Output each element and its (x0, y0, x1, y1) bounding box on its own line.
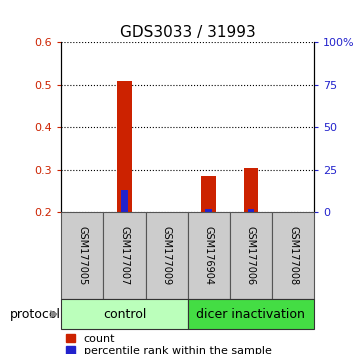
Text: control: control (103, 308, 146, 321)
Bar (248, 209, 254, 212)
Text: protocol: protocol (9, 308, 61, 321)
Bar (61, 299, 188, 329)
Text: GSM177006: GSM177006 (246, 226, 256, 285)
Text: GSM176904: GSM176904 (204, 226, 214, 285)
Text: GSM177008: GSM177008 (288, 226, 298, 285)
Text: GSM177007: GSM177007 (119, 226, 130, 285)
Text: dicer inactivation: dicer inactivation (196, 308, 305, 321)
Bar (205, 209, 212, 212)
Bar (230, 212, 272, 299)
Text: GSM177009: GSM177009 (162, 226, 172, 285)
Bar (188, 212, 230, 299)
Bar (145, 212, 188, 299)
Bar (117, 81, 132, 212)
Legend: count, percentile rank within the sample: count, percentile rank within the sample (61, 329, 276, 354)
Bar (188, 299, 314, 329)
Bar (61, 212, 104, 299)
Title: GDS3033 / 31993: GDS3033 / 31993 (120, 25, 256, 40)
Text: GSM177005: GSM177005 (77, 226, 87, 285)
Bar (244, 168, 258, 212)
Bar (272, 212, 314, 299)
Bar (121, 190, 128, 212)
Bar (104, 212, 145, 299)
Bar (201, 176, 216, 212)
